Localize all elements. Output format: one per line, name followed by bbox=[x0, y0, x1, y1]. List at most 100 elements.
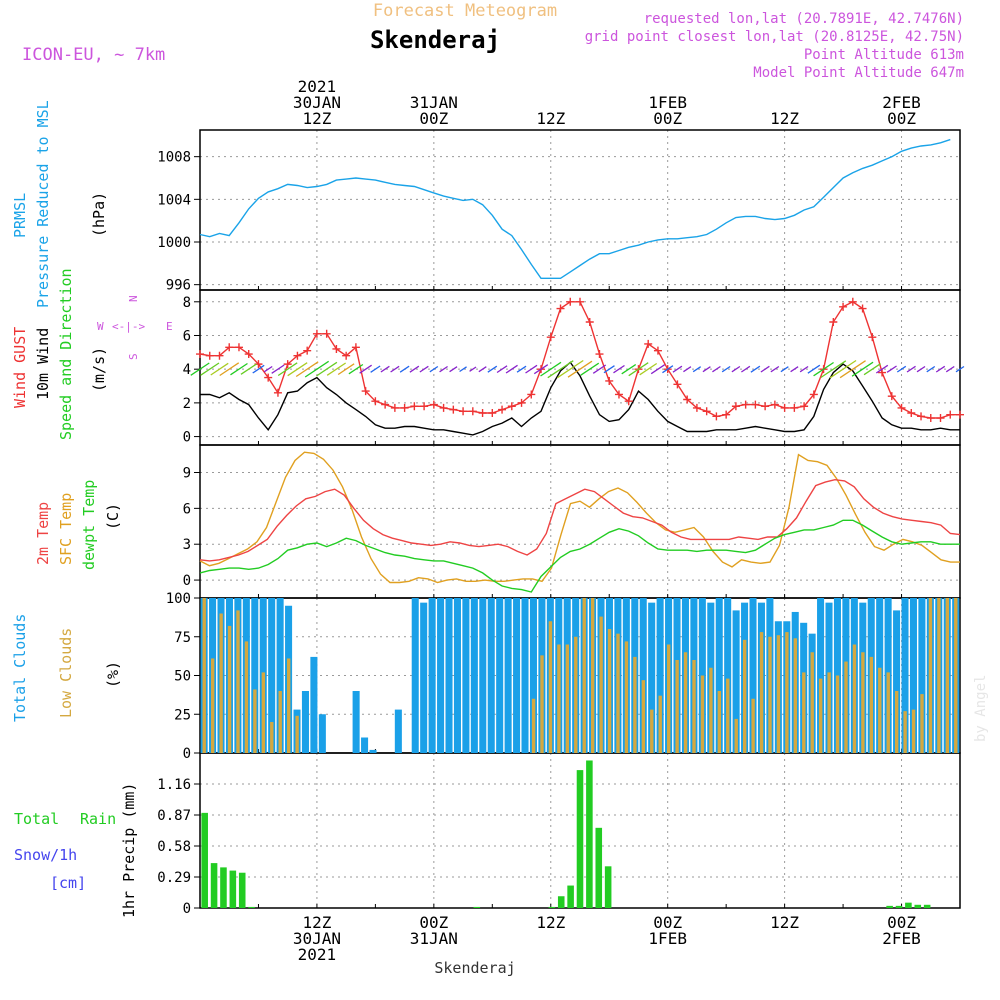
top-time-label: 2FEB bbox=[882, 93, 921, 112]
label-prmsl: PRMSL bbox=[11, 193, 29, 238]
wind-direction-arrow bbox=[790, 366, 799, 373]
label-total: Total bbox=[14, 810, 59, 828]
wind-direction-arrow bbox=[580, 362, 600, 376]
low-clouds-bar bbox=[548, 621, 553, 753]
total-clouds-bar bbox=[361, 737, 369, 753]
wind-direction-arrow bbox=[556, 359, 584, 379]
wind-direction-arrow bbox=[692, 366, 702, 373]
panels: 996100010041008024680369025507510000.290… bbox=[157, 77, 965, 964]
wind-direction-arrow bbox=[478, 366, 487, 373]
low-clouds-bar bbox=[244, 641, 249, 753]
gust-marker bbox=[215, 351, 224, 360]
total-clouds-bar bbox=[724, 598, 732, 753]
wind-direction-arrow bbox=[926, 365, 936, 373]
gust-marker bbox=[332, 344, 341, 353]
wind-direction-arrow bbox=[639, 362, 658, 376]
low-clouds-bar bbox=[582, 598, 586, 753]
wind-direction-arrow bbox=[807, 364, 821, 374]
total-clouds-bar bbox=[893, 610, 901, 753]
gust-marker bbox=[342, 351, 351, 360]
wind-direction-arrow bbox=[439, 365, 448, 373]
label-1hr-precip: 1hr Precip (mm) bbox=[120, 783, 138, 918]
precip-bar bbox=[473, 906, 481, 908]
wind-direction-arrow bbox=[449, 366, 458, 373]
gust-marker bbox=[770, 400, 779, 409]
gust-marker bbox=[585, 318, 594, 327]
wind-gust-line bbox=[199, 300, 960, 419]
wind-direction-arrow bbox=[295, 361, 319, 378]
low-clouds-bar bbox=[227, 625, 232, 753]
wind-direction-arrow bbox=[683, 366, 692, 373]
gust-marker bbox=[361, 387, 370, 396]
wind-direction-arrow bbox=[741, 365, 751, 373]
gust-marker bbox=[351, 343, 360, 352]
gust-marker bbox=[517, 398, 526, 407]
wind-direction-arrow bbox=[760, 365, 770, 373]
gust-marker bbox=[595, 350, 604, 359]
ytick-label: 0.29 bbox=[157, 870, 191, 886]
low-clouds-bar bbox=[675, 660, 679, 753]
wind-direction-arrow bbox=[916, 365, 926, 373]
gust-marker bbox=[809, 390, 818, 399]
total-clouds-bar bbox=[268, 598, 276, 753]
ytick-label: 8 bbox=[183, 295, 191, 311]
bottom-time-label: 1FEB bbox=[648, 929, 687, 948]
low-clouds-bar bbox=[261, 672, 266, 753]
gust-marker bbox=[839, 302, 848, 311]
wind-direction-arrow bbox=[712, 365, 721, 373]
wind-direction-arrow bbox=[429, 365, 439, 373]
total-clouds-bar bbox=[521, 598, 529, 753]
bottom-time-label: 00Z bbox=[887, 913, 916, 932]
pressure-line bbox=[199, 138, 951, 279]
gust-marker bbox=[829, 318, 838, 327]
gust-marker bbox=[644, 339, 653, 348]
top-time-label: 00Z bbox=[653, 109, 682, 128]
gust-marker bbox=[303, 346, 312, 355]
gust-marker bbox=[322, 329, 331, 338]
ytick-label: 6 bbox=[183, 328, 191, 344]
total-clouds-bar bbox=[394, 709, 402, 753]
ytick-label: 0 bbox=[183, 901, 191, 917]
wind-direction-arrow bbox=[419, 365, 429, 373]
total-clouds-bar bbox=[470, 598, 478, 753]
wind-direction-arrow bbox=[469, 366, 477, 372]
gust-marker bbox=[264, 373, 273, 382]
total-clouds-bar bbox=[428, 598, 436, 753]
requested-coords: requested lon,lat (20.7891E, 42.7476N) bbox=[644, 11, 964, 27]
wind-direction-arrow bbox=[906, 365, 916, 373]
low-clouds-bar bbox=[210, 658, 215, 753]
gust-marker bbox=[439, 403, 448, 412]
wind-direction-arrow bbox=[839, 360, 866, 379]
total-clouds-bar bbox=[462, 598, 470, 753]
low-clouds-bar bbox=[202, 598, 206, 753]
total-clouds-bar bbox=[369, 749, 377, 753]
wind-direction-arrow bbox=[287, 362, 308, 377]
gust-marker bbox=[780, 403, 789, 412]
total-clouds-bar bbox=[453, 598, 461, 753]
gust-marker bbox=[907, 408, 916, 417]
wind-direction-arrow bbox=[200, 362, 220, 376]
low-clouds-bar bbox=[911, 709, 916, 753]
wind-direction-arrow bbox=[540, 361, 562, 377]
gust-marker bbox=[312, 329, 321, 338]
ytick-label: 996 bbox=[166, 278, 191, 294]
low-clouds-bar bbox=[827, 672, 831, 753]
wind-direction-arrow bbox=[516, 365, 527, 373]
wind-direction-arrow bbox=[875, 364, 889, 374]
low-clouds-bar bbox=[928, 598, 933, 753]
low-clouds-bar bbox=[658, 695, 662, 753]
gust-marker bbox=[956, 410, 964, 419]
total-clouds-bar bbox=[901, 598, 909, 753]
gust-marker bbox=[673, 380, 682, 389]
wind-direction-arrow bbox=[409, 365, 420, 373]
wind-direction-arrow bbox=[399, 365, 410, 373]
low-clouds-bar bbox=[894, 691, 899, 753]
top-time-label: 12Z bbox=[770, 109, 799, 128]
low-clouds-bar bbox=[641, 680, 646, 753]
wind-direction-arrow bbox=[886, 365, 897, 373]
low-clouds-bar bbox=[683, 652, 688, 753]
low-clouds-bar bbox=[633, 656, 637, 753]
wind-direction-arrow bbox=[662, 365, 674, 374]
wind-direction-arrow bbox=[370, 365, 381, 373]
total-clouds-bar bbox=[529, 598, 537, 753]
